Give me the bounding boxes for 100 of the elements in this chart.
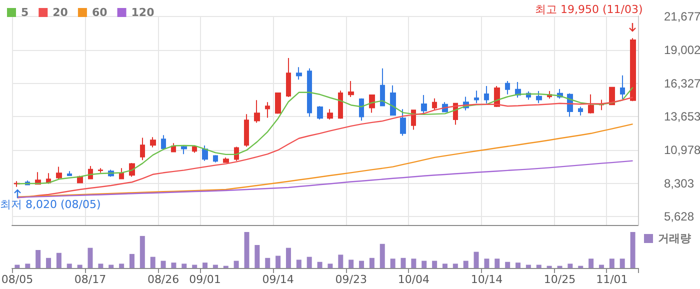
candlestick: [359, 98, 364, 122]
candlestick: [119, 168, 124, 180]
bar: [568, 264, 573, 268]
line-series: [16, 123, 634, 198]
candlestick: [254, 100, 260, 124]
bar: [276, 256, 281, 268]
candlestick: [181, 144, 187, 155]
candlestick: [505, 80, 510, 95]
bar: [463, 260, 468, 268]
bar: [452, 264, 458, 268]
bar: [400, 258, 406, 268]
y-tick-label: 19,002: [664, 43, 700, 57]
bar: [171, 262, 176, 268]
candlestick: [536, 90, 542, 104]
candlestick: [244, 114, 249, 148]
x-tick-label: 09/23: [335, 273, 367, 286]
line-series: [16, 160, 634, 198]
candlestick: [98, 168, 103, 174]
candlestick: [474, 90, 479, 104]
candlestick: [630, 38, 636, 102]
bar: [119, 264, 124, 268]
bar: [202, 262, 208, 268]
candlestick: [390, 84, 396, 116]
bar: [306, 256, 312, 268]
bar: [505, 262, 510, 268]
bar: [14, 264, 20, 268]
bar: [108, 264, 114, 268]
annotation: 최저 8,020 (08/05): [0, 198, 101, 211]
bar: [129, 254, 134, 268]
bar: [630, 232, 636, 268]
y-tick-label: 16,327: [664, 76, 700, 90]
bar: [422, 260, 427, 268]
bar: [328, 264, 333, 268]
x-tick-label: 11/01: [596, 273, 628, 286]
y-tick-label: 10,978: [664, 143, 700, 157]
candlestick: [77, 175, 83, 184]
candlestick: [265, 102, 270, 118]
bar: [265, 258, 270, 268]
bar: [369, 258, 374, 268]
bar: [338, 254, 344, 268]
candlestick: [307, 68, 312, 118]
candlestick: [286, 58, 291, 98]
text: 최고 19,950 (11/03): [535, 3, 643, 16]
bar: [66, 264, 72, 268]
candlestick: [421, 94, 427, 115]
bar: [234, 260, 239, 268]
bar: [620, 258, 625, 268]
x-tick-label: 10/14: [470, 273, 503, 286]
bar: [182, 264, 187, 268]
bar: [98, 264, 104, 268]
bar: [474, 252, 479, 268]
bar: [442, 264, 448, 268]
y-tick-label: 13,653: [664, 110, 700, 124]
y-tick-label: 21,677: [664, 10, 700, 24]
x-tick-label: 09/01: [189, 273, 221, 286]
bar: [46, 258, 52, 268]
candlestick: [620, 74, 625, 100]
legend-label: 5: [21, 6, 29, 19]
candlestick: [275, 92, 281, 114]
candlestick: [400, 108, 406, 136]
bar: [212, 264, 218, 268]
legend-label: 120: [131, 6, 155, 19]
bar: [432, 260, 438, 268]
bar: [140, 236, 145, 268]
bar: [36, 250, 41, 268]
candlestick: [161, 134, 166, 150]
bar: [192, 264, 198, 268]
bar: [494, 258, 500, 268]
candlestick: [140, 137, 145, 161]
bar: [598, 264, 604, 268]
candlestick: [234, 146, 239, 162]
candlestick: [369, 94, 375, 114]
x-tick-label: 08/26: [147, 273, 180, 286]
candlestick: [348, 80, 354, 98]
bar: [484, 258, 490, 268]
x-tick-label: 08/17: [74, 273, 106, 286]
line-series: [16, 96, 634, 198]
candlestick: [484, 86, 489, 104]
candlestick: [432, 98, 437, 111]
bar: [244, 232, 250, 268]
bar: [526, 264, 531, 268]
legend-label: 60: [92, 6, 108, 19]
x-tick-label: 10/25: [544, 273, 576, 286]
bar: [588, 258, 594, 268]
y-tick-label: 8,303: [664, 176, 694, 190]
candlestick: [56, 166, 62, 180]
bar: [516, 262, 521, 268]
bar: [286, 248, 291, 268]
bar: [380, 244, 385, 268]
candlestick: [67, 170, 72, 176]
bar: [88, 248, 93, 268]
candlestick: [380, 68, 385, 106]
candlestick: [296, 66, 302, 80]
candlestick: [202, 144, 208, 162]
candlestick: [192, 144, 197, 154]
x-tick-label: 09/14: [262, 273, 294, 286]
bar: [411, 258, 416, 268]
x-tick-label: 10/04: [398, 273, 430, 286]
candlestick: [150, 136, 156, 148]
candlestick: [213, 154, 218, 163]
